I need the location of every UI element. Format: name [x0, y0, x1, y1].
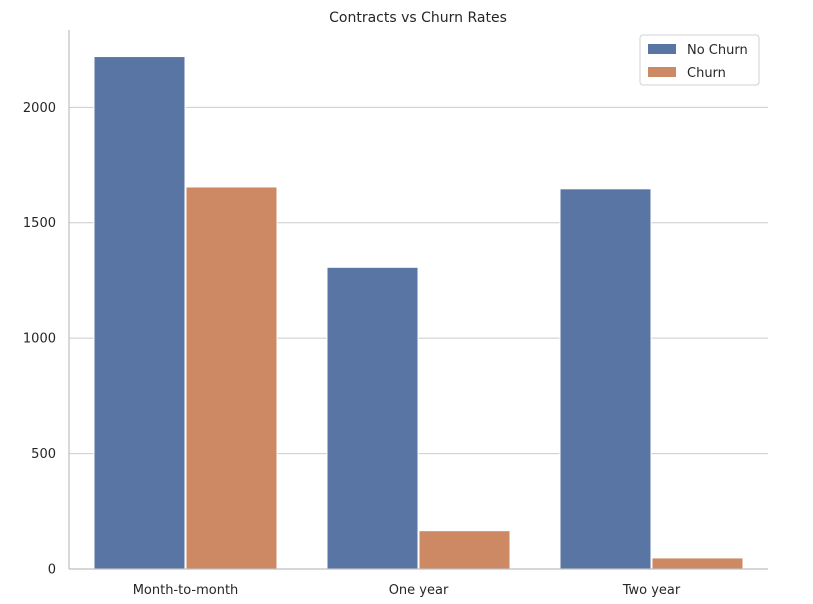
y-tick-label: 500 — [31, 447, 56, 462]
x-tick-label: One year — [389, 583, 449, 598]
legend-swatch-1 — [648, 67, 676, 77]
y-axis-ticks: 0 500 1000 1500 2000 — [23, 101, 56, 578]
legend-swatch-0 — [648, 44, 676, 54]
x-tick-label: Two year — [622, 583, 681, 598]
bar-no-churn-2 — [559, 188, 652, 570]
bar-churn-2 — [651, 557, 744, 570]
bars — [93, 56, 744, 570]
x-axis-ticks: Month-to-month One year Two year — [133, 583, 681, 598]
legend-label-1: Churn — [687, 66, 726, 81]
bar-no-churn-1 — [326, 266, 419, 570]
y-tick-label: 2000 — [23, 101, 56, 116]
y-tick-label: 0 — [48, 563, 56, 578]
chart-title: Contracts vs Churn Rates — [329, 10, 507, 26]
legend: No Churn Churn — [639, 34, 760, 86]
x-tick-label: Month-to-month — [133, 583, 239, 598]
bar-churn-0 — [185, 186, 278, 570]
y-tick-label: 1500 — [23, 216, 56, 231]
bar-churn-1 — [418, 530, 511, 570]
axes — [68, 30, 768, 570]
bar-no-churn-0 — [93, 56, 186, 570]
legend-label-0: No Churn — [687, 43, 748, 58]
y-tick-label: 1000 — [23, 332, 56, 347]
